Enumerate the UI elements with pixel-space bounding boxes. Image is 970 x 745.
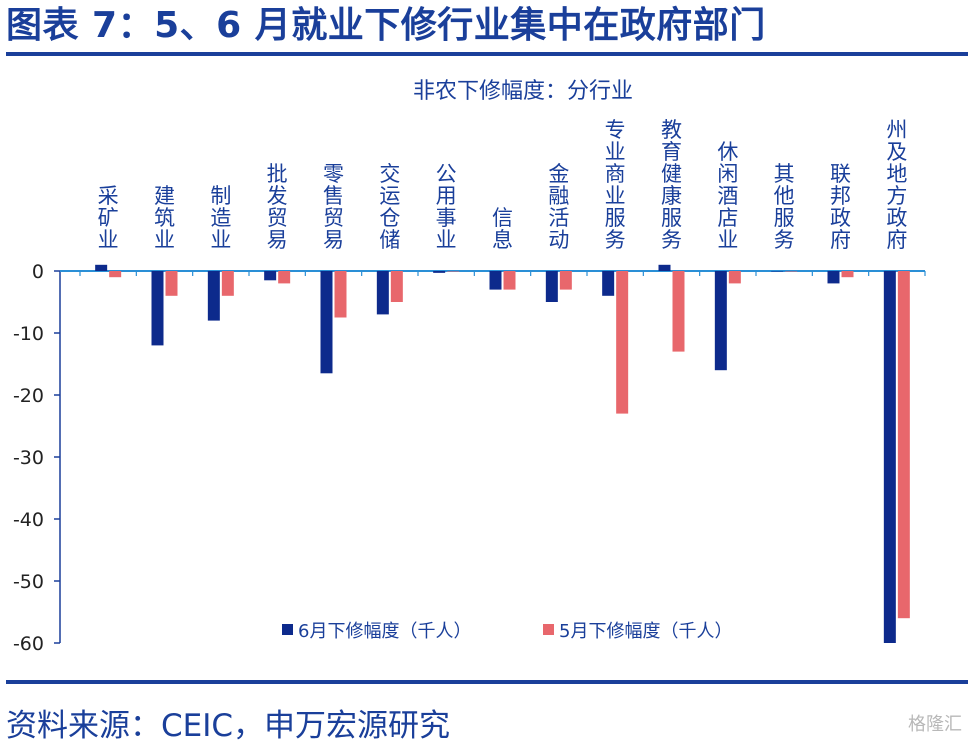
- category-label: 采矿业: [98, 184, 119, 252]
- chart-subtitle: 非农下修幅度：分行业: [413, 79, 633, 104]
- bar-series-2: [390, 271, 403, 302]
- bar-series-1: [376, 271, 389, 315]
- category-label: 州及地方政府: [886, 118, 907, 252]
- chart-bars: [95, 264, 910, 643]
- chart-legend: 6月下修幅度（千人） 5月下修幅度（千人）: [282, 621, 732, 642]
- category-label: 建筑业: [154, 184, 175, 252]
- category-label: 信息: [492, 206, 513, 252]
- bar-series-2: [109, 271, 122, 278]
- title-rule: [6, 52, 968, 56]
- bar-series-1: [489, 271, 502, 290]
- category-label: 交运仓储: [379, 162, 400, 252]
- bar-series-2: [165, 271, 178, 296]
- legend-label: 5月下修幅度（千人）: [559, 621, 732, 642]
- category-label: 联邦政府: [830, 162, 851, 252]
- bar-series-1: [264, 271, 277, 281]
- category-label: 制造业: [210, 184, 231, 252]
- bar-series-1: [714, 271, 727, 371]
- bar-series-1: [602, 271, 615, 296]
- y-tick-label: -60: [13, 633, 44, 655]
- y-tick-label: -10: [13, 323, 44, 345]
- category-label: 公用事业: [436, 162, 457, 252]
- bar-series-1: [771, 271, 784, 272]
- category-label: 教育健康服务: [661, 118, 682, 252]
- category-label: 休闲酒店业: [717, 140, 738, 252]
- y-tick-label: -20: [13, 385, 44, 407]
- bar-series-2: [897, 271, 910, 619]
- figure-title: 图表 7：5、6 月就业下修行业集中在政府部门: [6, 5, 766, 46]
- legend-swatch: [282, 624, 293, 635]
- legend-label: 6月下修幅度（千人）: [298, 621, 471, 642]
- bar-series-1: [320, 271, 333, 374]
- bar-series-2: [503, 271, 516, 290]
- bar-series-1: [883, 271, 896, 643]
- bar-series-2: [841, 271, 854, 278]
- bar-series-2: [672, 271, 685, 352]
- bar-series-1: [827, 271, 840, 284]
- bar-series-2: [559, 271, 572, 290]
- bar-series-1: [95, 264, 108, 271]
- source-note: 资料来源：CEIC，申万宏源研究: [6, 708, 451, 744]
- bar-series-2: [616, 271, 629, 414]
- y-tick-label: -50: [13, 571, 44, 593]
- bar-chart: 非农下修幅度：分行业 0 -10 -20 -30 -40 -50 -60 采矿业 建筑业 制造业…: [13, 79, 926, 655]
- chart-axes: 0 -10 -20 -30 -40 -50 -60: [13, 261, 926, 655]
- bar-series-1: [545, 271, 558, 302]
- category-labels: 采矿业 建筑业 制造业 批发贸易 零售贸易 交运仓储 公用事业 信息 金融活动 专业商业服务 教育健…: [98, 118, 908, 252]
- category-label: 零售贸易: [323, 162, 344, 252]
- y-tick-label: -30: [13, 447, 44, 469]
- bar-series-1: [433, 271, 446, 273]
- category-label: 批发贸易: [267, 162, 288, 252]
- category-label: 金融活动: [548, 162, 569, 252]
- bar-series-2: [221, 271, 234, 296]
- bar-series-1: [658, 264, 671, 271]
- watermark: 格隆汇: [908, 714, 962, 735]
- bar-series-2: [728, 271, 741, 284]
- bar-series-2: [334, 271, 347, 318]
- legend-swatch: [543, 624, 554, 635]
- y-tick-label: 0: [32, 261, 44, 283]
- category-label: 其他服务: [774, 162, 795, 252]
- bar-series-1: [207, 271, 220, 321]
- footer-rule: [6, 680, 968, 684]
- bar-series-1: [151, 271, 164, 346]
- category-label: 专业商业服务: [605, 118, 626, 252]
- bar-series-2: [447, 271, 460, 272]
- bar-series-2: [785, 271, 798, 272]
- y-tick-label: -40: [13, 509, 44, 531]
- bar-series-2: [278, 271, 291, 284]
